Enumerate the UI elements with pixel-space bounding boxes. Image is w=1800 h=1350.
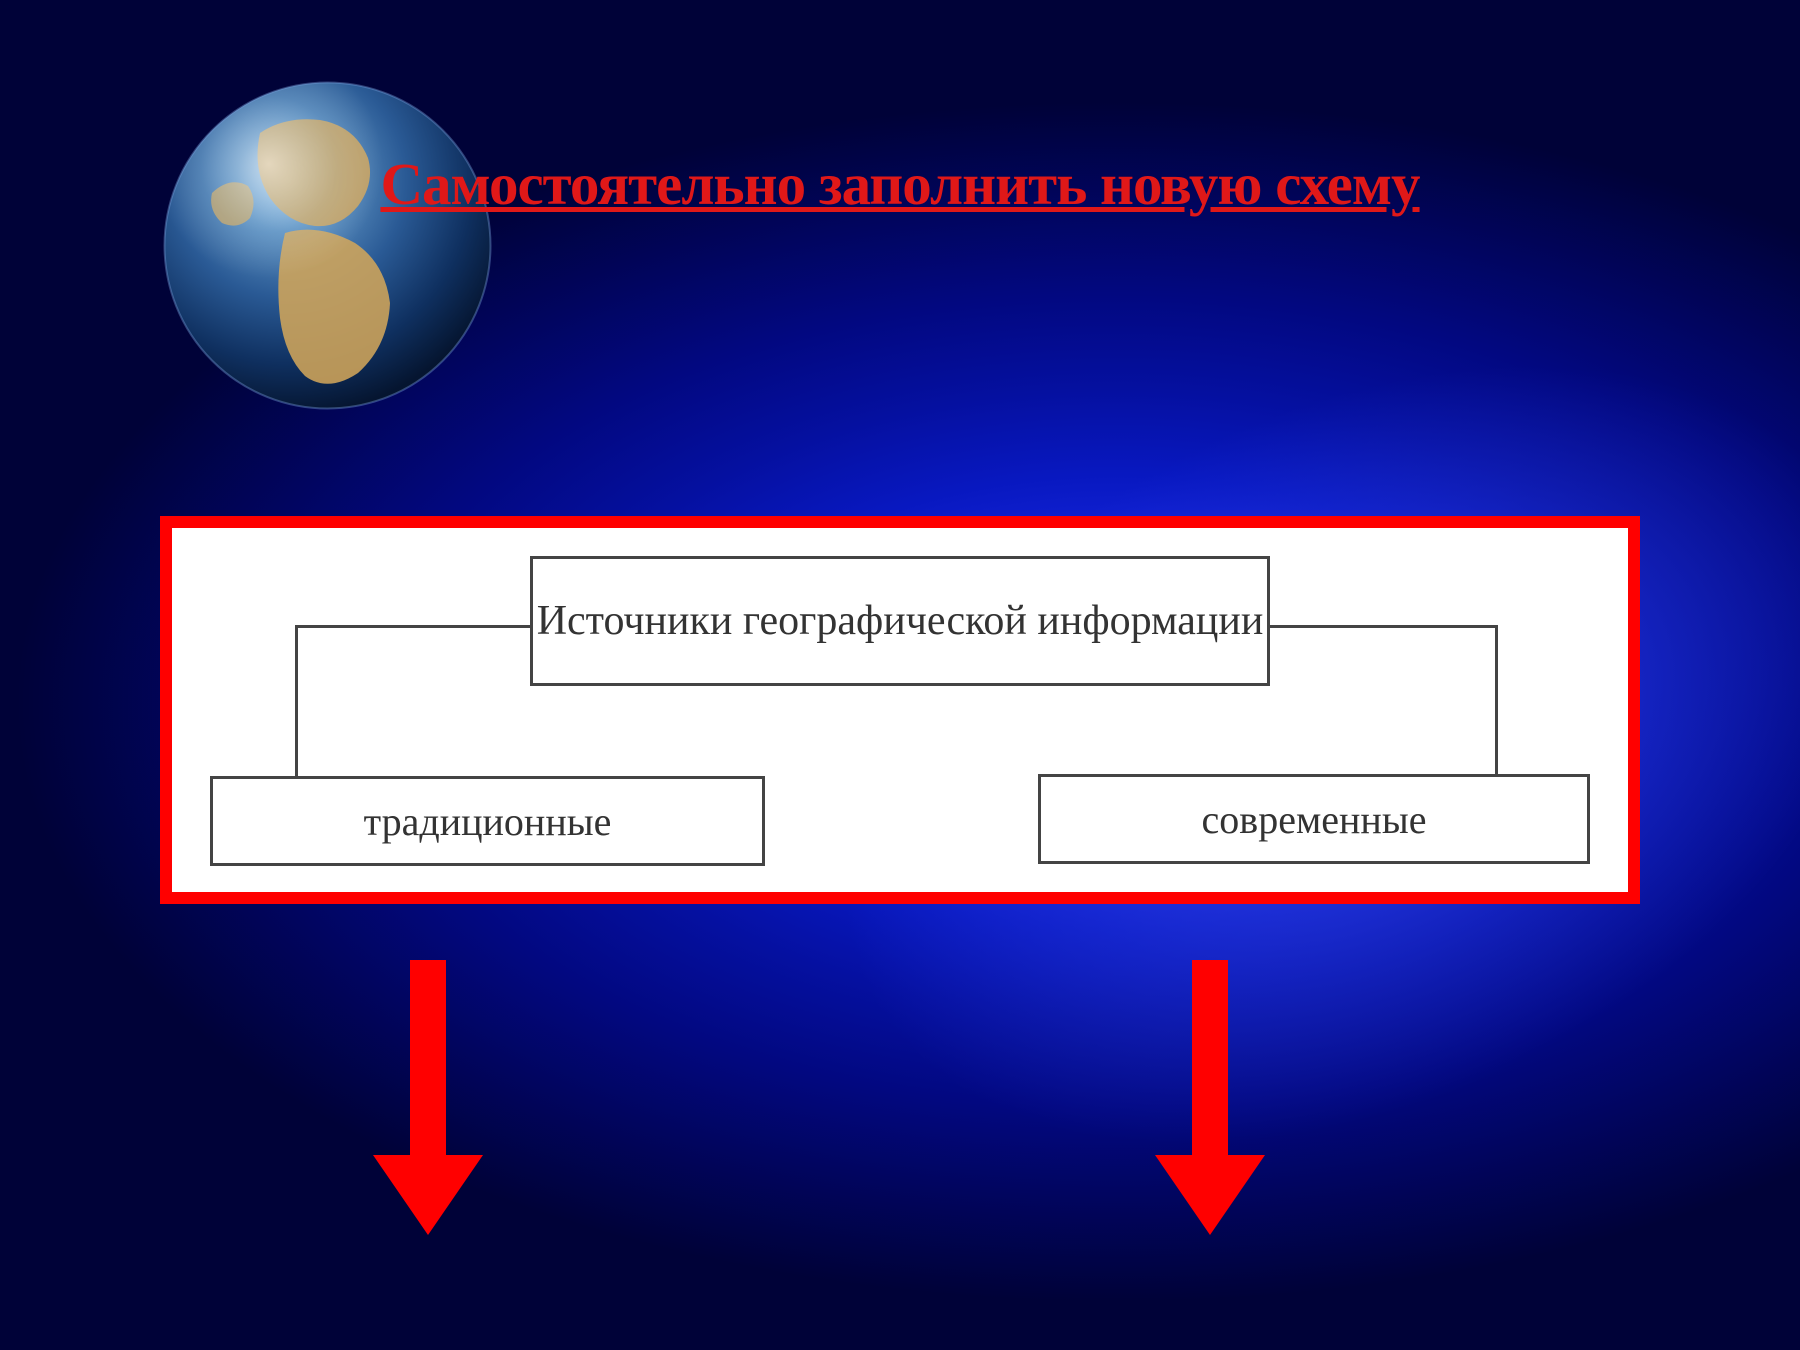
diagram-container: Источники географической информации трад… — [160, 516, 1640, 904]
box-right: современные — [1038, 774, 1590, 864]
connector-left-vertical — [295, 625, 298, 776]
box-top-label: Источники географической информации — [537, 594, 1264, 649]
box-left-label: традиционные — [364, 798, 612, 845]
arrow-down-left — [373, 960, 483, 1240]
box-right-label: современные — [1202, 796, 1427, 843]
diagram-inner: Источники географической информации трад… — [210, 556, 1590, 854]
slide-title: Самостоятельно заполнить новую схему — [380, 150, 1419, 219]
box-left: традиционные — [210, 776, 765, 866]
connector-left-horizontal — [295, 625, 530, 628]
box-top: Источники географической информации — [530, 556, 1270, 686]
arrow-down-right — [1155, 960, 1265, 1240]
connector-right-horizontal — [1270, 625, 1498, 628]
connector-right-vertical — [1495, 625, 1498, 774]
globe-icon — [160, 78, 495, 413]
